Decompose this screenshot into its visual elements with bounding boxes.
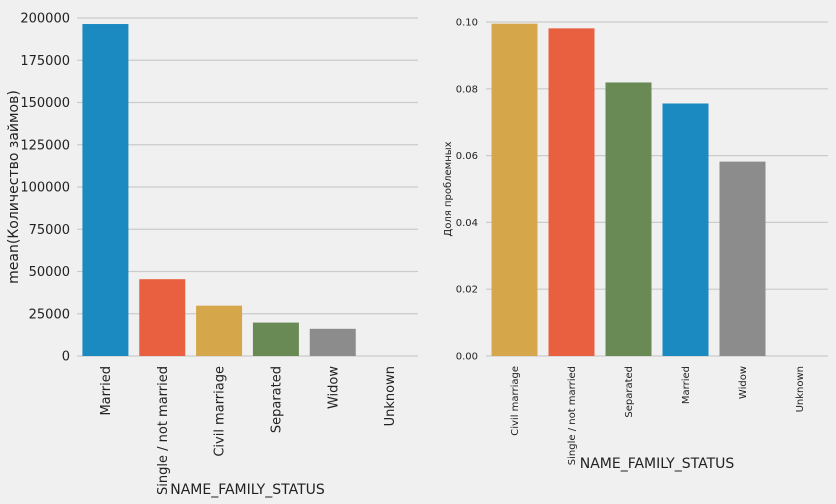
- x-axis-label: NAME_FAMILY_STATUS: [170, 482, 325, 498]
- x-tick-label: Married: [681, 366, 692, 404]
- loans-mean-chart: 0 25000 50000 75000 100000 125000 150000 175000…: [6, 12, 418, 498]
- x-tick-label: Widow: [738, 366, 749, 399]
- x-tick-label: Civil marriage: [213, 366, 228, 457]
- x-axis-label: NAME_FAMILY_STATUS: [580, 456, 735, 472]
- problem-share-chart: 0.00 0.02 0.04 0.06 0.08 0.10 Civil marriage Si…: [443, 18, 828, 472]
- bar: [548, 28, 595, 356]
- x-tick-label: Separated: [269, 366, 284, 433]
- bar: [605, 82, 652, 356]
- y-tick-label: 0.00: [456, 352, 478, 363]
- y-tick-label: 100000: [20, 181, 70, 196]
- y-tick-label: 150000: [20, 96, 70, 111]
- y-tick-label: 75000: [29, 223, 70, 238]
- x-tick-label: Widow: [326, 366, 341, 409]
- y-tick-label: 0: [62, 350, 70, 365]
- y-tick-label: 0.08: [456, 84, 478, 95]
- y-tick-label: 0.02: [456, 285, 478, 296]
- x-tick-label: Married: [99, 366, 114, 416]
- y-axis-label: Доля проблемных: [443, 141, 454, 236]
- y-tick-label: 0.10: [456, 18, 478, 29]
- y-tick-label: 25000: [29, 307, 70, 322]
- y-tick-label: 0.04: [456, 218, 478, 229]
- x-tick-label: Separated: [624, 366, 635, 418]
- y-tick-label: 50000: [29, 265, 70, 280]
- bar: [82, 24, 129, 357]
- x-tick-label: Civil marriage: [510, 366, 521, 436]
- x-tick-label: Unknown: [795, 366, 806, 412]
- x-tick-label: Single / not married: [156, 366, 171, 495]
- bar: [491, 23, 538, 356]
- x-tick-label: Unknown: [383, 366, 398, 426]
- bar: [252, 322, 299, 356]
- y-tick-label: 125000: [20, 138, 70, 153]
- bar: [719, 161, 766, 356]
- bar: [139, 279, 186, 356]
- y-tick-label: 175000: [20, 54, 70, 69]
- y-axis-label: mean(Количество займов): [6, 90, 22, 284]
- bar: [196, 305, 243, 356]
- x-tick-label: Single / not married: [567, 366, 578, 465]
- y-tick-label: 0.06: [456, 151, 478, 162]
- bar: [662, 103, 709, 356]
- y-tick-label: 200000: [20, 12, 70, 27]
- bar: [309, 328, 356, 356]
